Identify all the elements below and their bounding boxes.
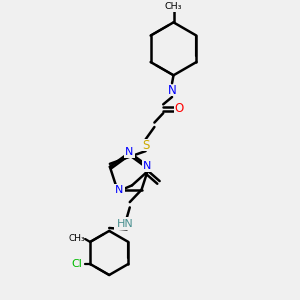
FancyBboxPatch shape <box>167 85 177 96</box>
FancyBboxPatch shape <box>124 146 135 158</box>
FancyBboxPatch shape <box>173 103 185 115</box>
FancyBboxPatch shape <box>166 2 181 12</box>
FancyBboxPatch shape <box>140 139 152 151</box>
FancyBboxPatch shape <box>67 233 84 245</box>
FancyBboxPatch shape <box>142 160 153 172</box>
Text: CH₃: CH₃ <box>69 235 85 244</box>
Text: N: N <box>168 84 176 97</box>
Text: O: O <box>175 102 184 115</box>
Text: S: S <box>142 139 149 152</box>
Text: N: N <box>125 147 134 157</box>
FancyBboxPatch shape <box>67 258 84 270</box>
FancyBboxPatch shape <box>115 217 133 230</box>
FancyBboxPatch shape <box>113 184 125 196</box>
Text: CH₃: CH₃ <box>165 2 182 11</box>
Text: N: N <box>143 161 152 171</box>
Text: HN: HN <box>117 219 134 229</box>
Text: N: N <box>115 185 123 195</box>
Text: Cl: Cl <box>71 259 82 269</box>
